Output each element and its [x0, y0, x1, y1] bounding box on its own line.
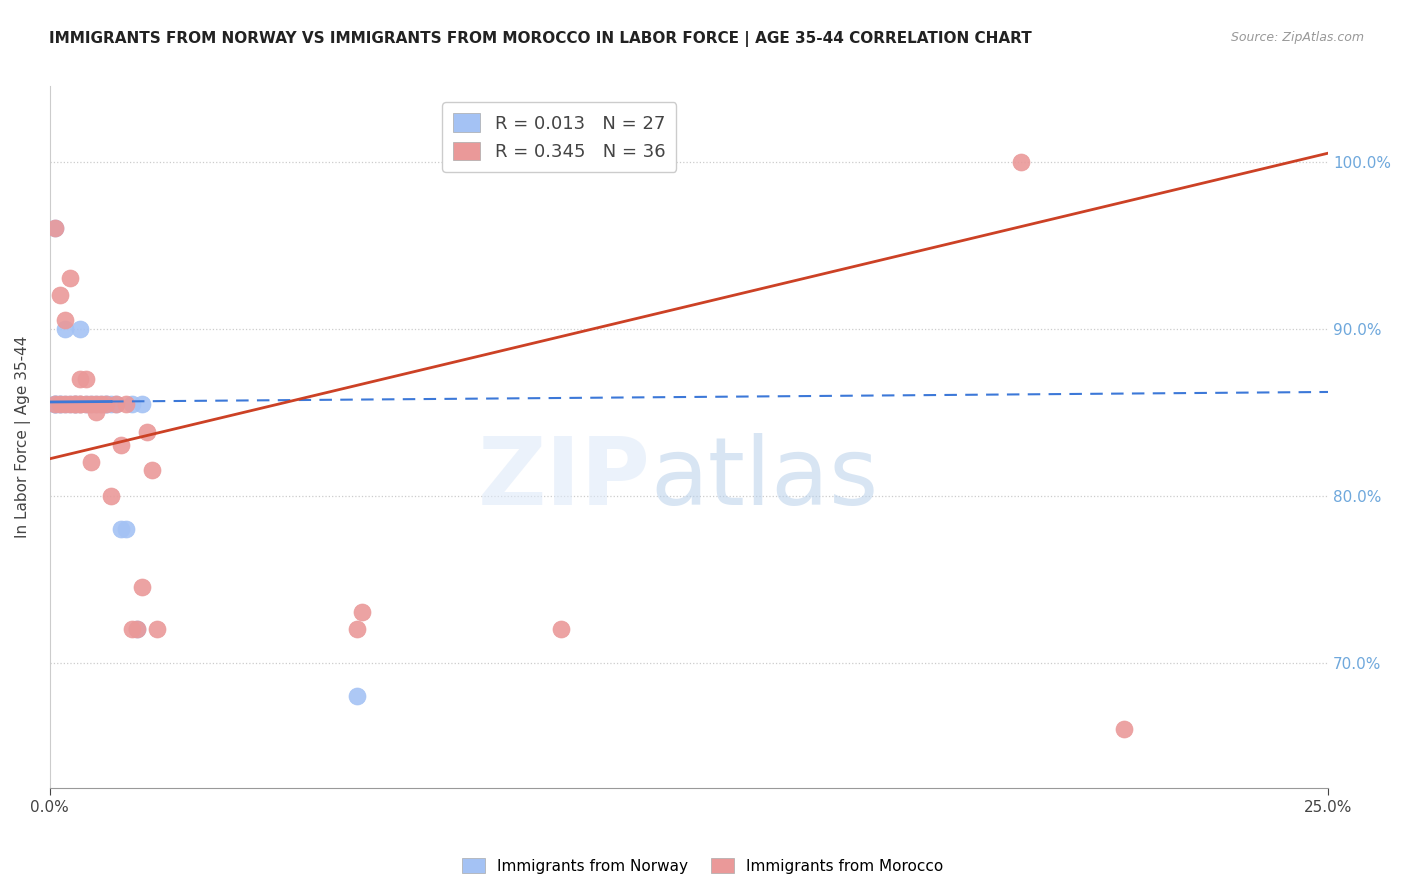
Point	[69, 321, 91, 335]
Point	[49, 397, 72, 411]
Text: IMMIGRANTS FROM NORWAY VS IMMIGRANTS FROM MOROCCO IN LABOR FORCE | AGE 35-44 COR: IMMIGRANTS FROM NORWAY VS IMMIGRANTS FRO…	[49, 31, 1032, 47]
Point	[100, 489, 122, 503]
Point	[59, 397, 82, 411]
Point	[44, 221, 66, 235]
Point	[75, 371, 97, 385]
Point	[141, 463, 163, 477]
Point	[125, 622, 148, 636]
Point	[350, 606, 373, 620]
Point	[84, 397, 107, 411]
Point	[90, 397, 112, 411]
Point	[131, 397, 153, 411]
Point	[65, 397, 87, 411]
Point	[110, 522, 132, 536]
Legend: Immigrants from Norway, Immigrants from Morocco: Immigrants from Norway, Immigrants from …	[456, 852, 950, 880]
Point	[90, 397, 112, 411]
Point	[146, 622, 169, 636]
Point	[65, 397, 87, 411]
Point	[69, 397, 91, 411]
Point	[44, 397, 66, 411]
Point	[69, 397, 91, 411]
Point	[121, 622, 143, 636]
Point	[79, 455, 101, 469]
Point	[65, 397, 87, 411]
Point	[115, 522, 138, 536]
Point	[1010, 154, 1032, 169]
Point	[1112, 723, 1135, 737]
Point	[44, 397, 66, 411]
Point	[131, 580, 153, 594]
Legend: R = 0.013   N = 27, R = 0.345   N = 36: R = 0.013 N = 27, R = 0.345 N = 36	[443, 103, 676, 172]
Point	[49, 397, 72, 411]
Point	[110, 438, 132, 452]
Point	[59, 397, 82, 411]
Point	[69, 371, 91, 385]
Point	[346, 689, 368, 703]
Y-axis label: In Labor Force | Age 35-44: In Labor Force | Age 35-44	[15, 336, 31, 538]
Point	[79, 397, 101, 411]
Point	[65, 397, 87, 411]
Point	[69, 397, 91, 411]
Point	[44, 221, 66, 235]
Point	[49, 397, 72, 411]
Point	[121, 397, 143, 411]
Point	[94, 397, 117, 411]
Point	[59, 271, 82, 285]
Point	[550, 622, 572, 636]
Point	[79, 397, 101, 411]
Point	[53, 397, 76, 411]
Point	[135, 425, 157, 439]
Point	[94, 397, 117, 411]
Point	[53, 313, 76, 327]
Text: ZIP: ZIP	[478, 434, 651, 525]
Point	[49, 288, 72, 302]
Point	[100, 397, 122, 411]
Point	[75, 397, 97, 411]
Point	[105, 397, 128, 411]
Text: atlas: atlas	[651, 434, 879, 525]
Point	[44, 397, 66, 411]
Point	[75, 397, 97, 411]
Point	[94, 397, 117, 411]
Point	[53, 321, 76, 335]
Point	[44, 397, 66, 411]
Point	[115, 397, 138, 411]
Point	[84, 405, 107, 419]
Point	[84, 397, 107, 411]
Point	[346, 622, 368, 636]
Point	[53, 397, 76, 411]
Point	[105, 397, 128, 411]
Point	[125, 622, 148, 636]
Text: Source: ZipAtlas.com: Source: ZipAtlas.com	[1230, 31, 1364, 45]
